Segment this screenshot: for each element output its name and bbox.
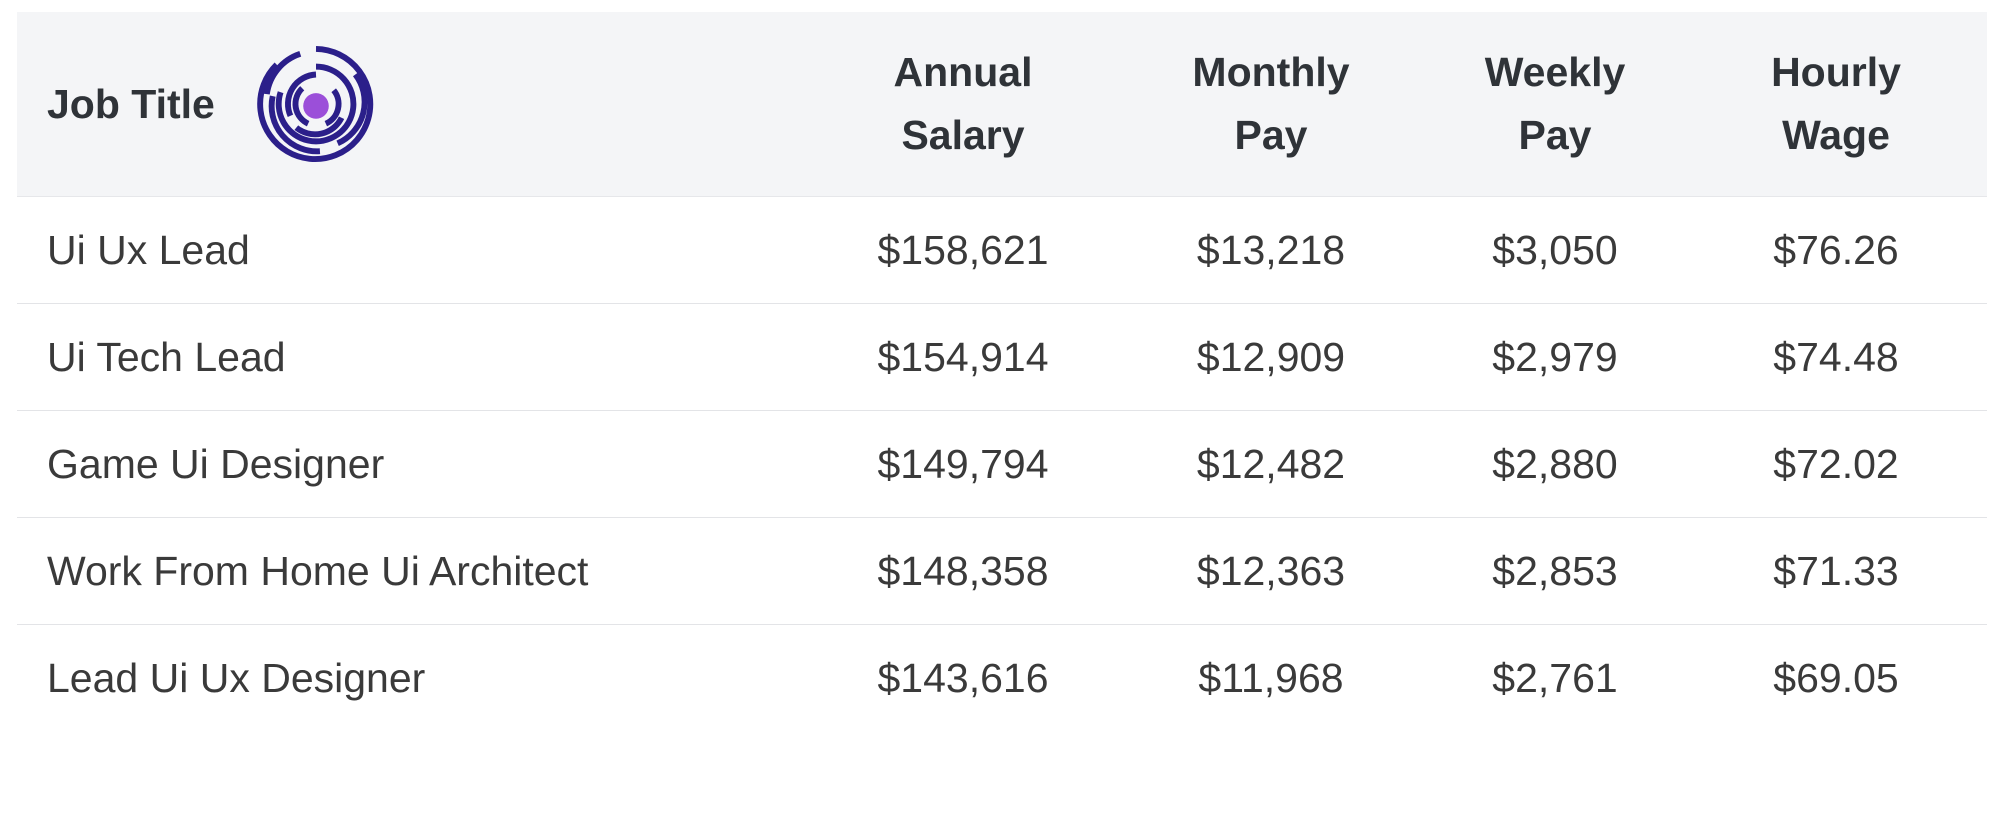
header-weekly-pay: Weekly Pay (1425, 12, 1685, 197)
cell-hourly-wage: $72.02 (1685, 410, 1987, 518)
cell-annual-salary: $148,358 (809, 517, 1117, 625)
cell-weekly-pay: $2,979 (1425, 303, 1685, 411)
header-job-title: Job Title (17, 12, 809, 197)
header-annual-salary: Annual Salary (809, 12, 1117, 197)
table-row: Lead Ui Ux Designer $143,616 $11,968 $2,… (17, 625, 1987, 732)
cell-job-title: Ui Tech Lead (17, 303, 809, 411)
table-body: Ui Ux Lead $158,621 $13,218 $3,050 $76.2… (17, 196, 1987, 732)
cell-job-title: Game Ui Designer (17, 410, 809, 518)
cell-job-title: Lead Ui Ux Designer (47, 654, 426, 701)
maze-logo-icon (257, 45, 374, 163)
cell-monthly-pay: $11,968 (1198, 654, 1344, 701)
cell-weekly-pay: $2,853 (1425, 517, 1685, 625)
header-monthly-pay: Monthly Pay (1117, 12, 1425, 197)
cell-monthly-pay: $13,218 (1117, 196, 1425, 304)
cell-annual-salary: $154,914 (809, 303, 1117, 411)
table-row: Game Ui Designer $149,794 $12,482 $2,880… (17, 410, 1987, 518)
cell-weekly-pay: $2,761 (1492, 654, 1618, 701)
table-header: Job Title (17, 12, 1987, 197)
table-row: Ui Tech Lead $154,914 $12,909 $2,979 $74… (17, 303, 1987, 411)
table-row: Work From Home Ui Architect $148,358 $12… (17, 517, 1987, 625)
salary-table-container: Job Title (17, 12, 1987, 731)
cell-hourly-wage: $71.33 (1685, 517, 1987, 625)
cell-monthly-pay: $12,482 (1117, 410, 1425, 518)
header-job-title-label: Job Title (47, 80, 215, 127)
table-row: Ui Ux Lead $158,621 $13,218 $3,050 $76.2… (17, 196, 1987, 304)
cell-weekly-pay: $3,050 (1425, 196, 1685, 304)
cell-weekly-pay: $2,880 (1425, 410, 1685, 518)
header-hourly-wage: Hourly Wage (1685, 12, 1987, 197)
cell-annual-salary: $149,794 (809, 410, 1117, 518)
cell-hourly-wage: $74.48 (1685, 303, 1987, 411)
cell-hourly-wage: $76.26 (1685, 196, 1987, 304)
cell-monthly-pay: $12,909 (1117, 303, 1425, 411)
cell-annual-salary: $143,616 (877, 654, 1049, 701)
cell-job-title: Work From Home Ui Architect (17, 517, 809, 625)
cell-job-title: Ui Ux Lead (17, 196, 809, 304)
cell-annual-salary: $158,621 (809, 196, 1117, 304)
cell-monthly-pay: $12,363 (1117, 517, 1425, 625)
header-row: Job Title (17, 12, 1987, 197)
cell-hourly-wage: $69.05 (1773, 654, 1899, 701)
salary-table: Job Title (17, 12, 1987, 731)
